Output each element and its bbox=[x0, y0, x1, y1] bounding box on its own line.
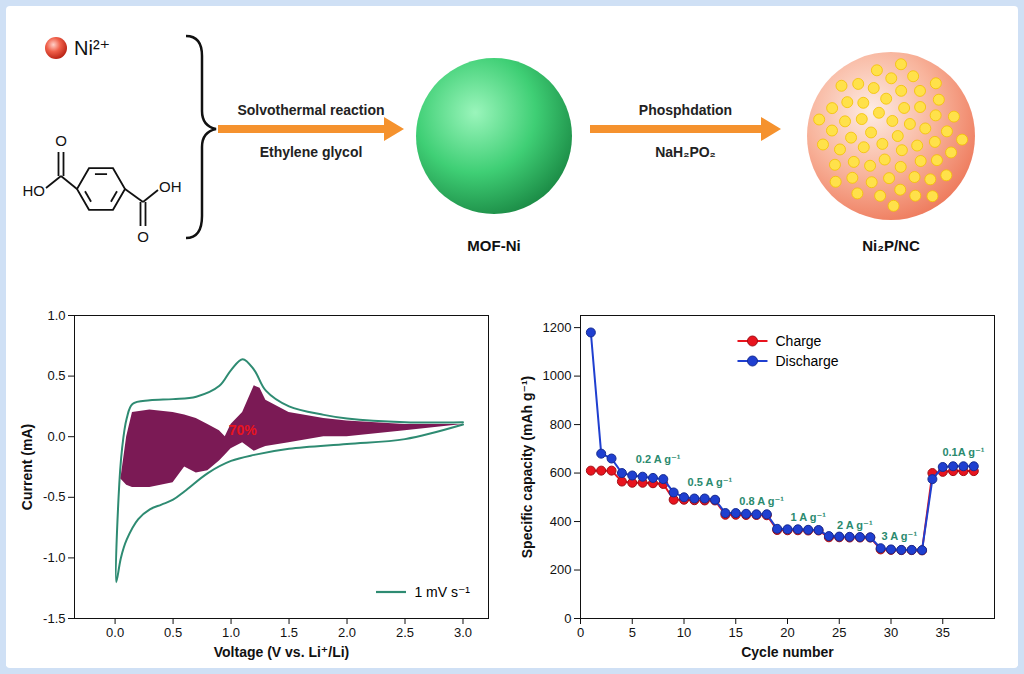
svg-text:1 A g⁻¹: 1 A g⁻¹ bbox=[790, 511, 826, 523]
svg-text:Ni²⁺: Ni²⁺ bbox=[74, 37, 110, 59]
svg-text:0: 0 bbox=[564, 611, 571, 626]
svg-text:NaH₂PO₂: NaH₂PO₂ bbox=[655, 144, 716, 160]
svg-text:0.8 A g⁻¹: 0.8 A g⁻¹ bbox=[739, 495, 784, 507]
svg-text:Voltage (V vs. Li⁺/Li): Voltage (V vs. Li⁺/Li) bbox=[214, 644, 349, 660]
svg-text:-0.5: -0.5 bbox=[43, 489, 65, 504]
svg-text:-1.0: -1.0 bbox=[43, 550, 65, 565]
svg-text:20: 20 bbox=[780, 625, 794, 640]
svg-text:1.0: 1.0 bbox=[47, 308, 65, 323]
svg-text:1200: 1200 bbox=[543, 320, 572, 335]
svg-text:-1.5: -1.5 bbox=[43, 611, 65, 626]
svg-text:0.2 A g⁻¹: 0.2 A g⁻¹ bbox=[636, 453, 681, 465]
svg-text:Ethylene glycol: Ethylene glycol bbox=[260, 144, 363, 160]
svg-text:35: 35 bbox=[936, 625, 950, 640]
svg-text:70%: 70% bbox=[229, 422, 258, 438]
svg-text:2.0: 2.0 bbox=[338, 625, 356, 640]
svg-text:200: 200 bbox=[550, 562, 572, 577]
svg-text:0.0: 0.0 bbox=[47, 429, 65, 444]
svg-text:800: 800 bbox=[550, 417, 572, 432]
svg-text:Cycle number: Cycle number bbox=[741, 644, 834, 660]
svg-text:0.5 A g⁻¹: 0.5 A g⁻¹ bbox=[688, 476, 733, 488]
svg-text:OH: OH bbox=[159, 178, 182, 195]
svg-text:MOF-Ni: MOF-Ni bbox=[467, 237, 520, 254]
svg-text:2 A g⁻¹: 2 A g⁻¹ bbox=[837, 519, 873, 531]
svg-text:Solvothermal reaction: Solvothermal reaction bbox=[237, 102, 384, 118]
svg-text:0.0: 0.0 bbox=[106, 625, 124, 640]
svg-text:1000: 1000 bbox=[543, 368, 572, 383]
svg-text:1.5: 1.5 bbox=[280, 625, 298, 640]
svg-text:Ni₂P/NC: Ni₂P/NC bbox=[862, 237, 920, 254]
svg-text:0.5: 0.5 bbox=[47, 368, 65, 383]
svg-text:HO: HO bbox=[23, 182, 46, 199]
svg-text:3 A g⁻¹: 3 A g⁻¹ bbox=[882, 530, 918, 542]
svg-text:Phosphdation: Phosphdation bbox=[639, 102, 732, 118]
html-text:Discharge: Discharge bbox=[775, 353, 839, 369]
svg-text:400: 400 bbox=[550, 514, 572, 529]
svg-text:30: 30 bbox=[884, 625, 898, 640]
svg-text:5: 5 bbox=[629, 625, 636, 640]
html-text:Charge: Charge bbox=[775, 333, 822, 349]
svg-text:0.1A g⁻¹: 0.1A g⁻¹ bbox=[942, 446, 984, 458]
svg-text:2.5: 2.5 bbox=[396, 625, 414, 640]
svg-text:0.5: 0.5 bbox=[164, 625, 182, 640]
svg-text:1.0: 1.0 bbox=[222, 625, 240, 640]
svg-text:Specific capacity (mAh g⁻¹): Specific capacity (mAh g⁻¹) bbox=[519, 376, 535, 558]
svg-text:O: O bbox=[55, 132, 67, 149]
svg-text:O: O bbox=[137, 228, 149, 245]
svg-text:3.0: 3.0 bbox=[454, 625, 472, 640]
svg-text:0: 0 bbox=[577, 625, 584, 640]
svg-text:25: 25 bbox=[832, 625, 846, 640]
html-text:1 mV s⁻¹: 1 mV s⁻¹ bbox=[414, 584, 470, 600]
svg-text:Current (mA): Current (mA) bbox=[19, 424, 35, 510]
svg-text:15: 15 bbox=[729, 625, 743, 640]
svg-text:10: 10 bbox=[677, 625, 691, 640]
svg-text:600: 600 bbox=[550, 465, 572, 480]
